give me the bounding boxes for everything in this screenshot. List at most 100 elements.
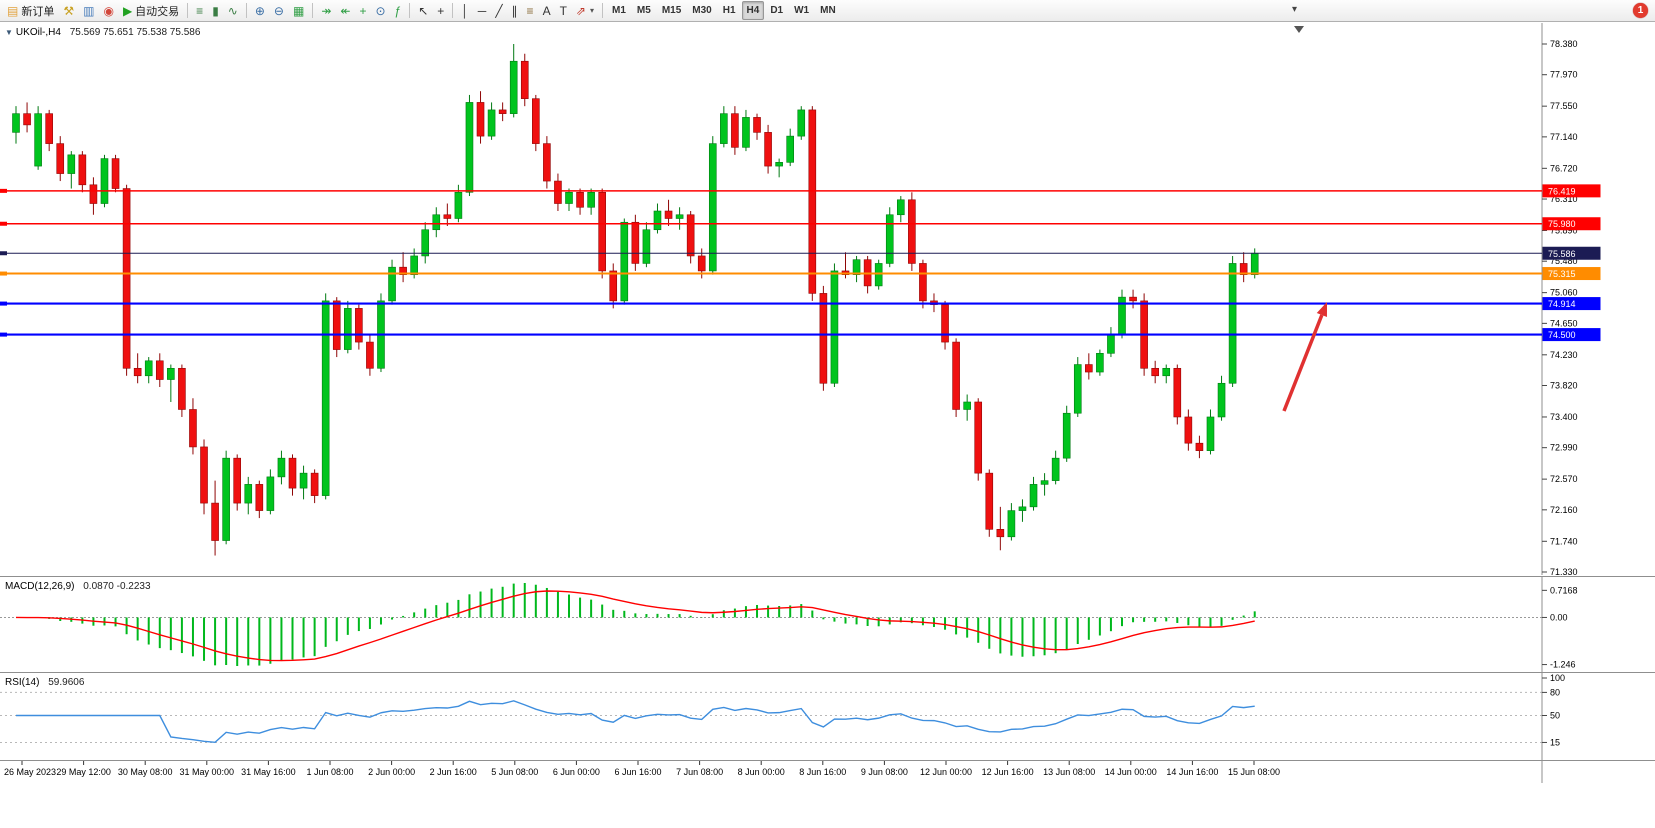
svg-text:0.7168: 0.7168 <box>1550 585 1578 595</box>
bar-chart-button[interactable]: ≡ <box>192 1 207 21</box>
new-chart-button[interactable]: + <box>355 1 370 21</box>
cursor-button[interactable]: ↖ <box>414 1 432 21</box>
macd-canvas[interactable]: 0.7168 0.00 -1.246 <box>0 577 1655 672</box>
svg-text:71.330: 71.330 <box>1550 567 1578 575</box>
svg-text:74.914: 74.914 <box>1548 299 1576 309</box>
line-chart-button[interactable]: ∿ <box>224 1 242 21</box>
new-order-button[interactable]: ▤ 新订单 <box>3 1 58 21</box>
line-chart-icon: ∿ <box>227 3 238 18</box>
svg-text:2 Jun 00:00: 2 Jun 00:00 <box>368 767 415 777</box>
macd-indicator-panel[interactable]: 0.7168 0.00 -1.246 MACD(12,26,9) 0.0870 -0… <box>0 576 1655 672</box>
svg-text:6 Jun 00:00: 6 Jun 00:00 <box>553 767 600 777</box>
macd-axis: 0.7168 0.00 -1.246 <box>1541 577 1578 672</box>
svg-text:73.820: 73.820 <box>1550 381 1578 391</box>
time-axis-canvas[interactable]: 26 May 2023 29 May 12:00 30 May 08:00 31 Ma… <box>0 761 1655 783</box>
macd-name: MACD(12,26,9) <box>5 581 75 592</box>
svg-text:1 Jun 08:00: 1 Jun 08:00 <box>306 767 353 777</box>
text-button[interactable]: A <box>539 1 555 21</box>
autotrading-button-label: 自动交易 <box>135 5 180 18</box>
price-axis: 78.380 77.970 77.550 77.140 76.720 76.310 75.8… <box>1541 23 1578 575</box>
svg-text:12 Jun 00:00: 12 Jun 00:00 <box>920 767 972 777</box>
svg-text:73.400: 73.400 <box>1550 412 1578 422</box>
one-click-trading-expander[interactable]: ▼ <box>5 28 13 37</box>
fibonacci-button[interactable]: ≡ <box>523 1 538 21</box>
svg-text:77.140: 77.140 <box>1550 132 1578 142</box>
svg-text:72.570: 72.570 <box>1550 474 1578 484</box>
arrows-button[interactable]: ⇗ ▾ <box>572 1 598 21</box>
market-watch-button[interactable]: ▥ <box>79 1 98 21</box>
auto-scroll-button[interactable]: ↠ <box>317 1 335 21</box>
price-chart-canvas[interactable]: 78.380 77.970 77.550 77.140 76.720 76.310 75.8… <box>0 23 1655 575</box>
candlestick-chart-button[interactable]: ▮ <box>208 1 223 21</box>
svg-text:71.740: 71.740 <box>1550 536 1578 546</box>
timeframe-d1-button[interactable]: D1 <box>770 5 784 16</box>
bar-chart-icon: ≡ <box>196 3 204 18</box>
svg-text:14 Jun 16:00: 14 Jun 16:00 <box>1166 767 1218 777</box>
price-chart-panel[interactable]: 78.380 77.970 77.550 77.140 76.720 76.310 75.8… <box>0 23 1655 575</box>
svg-text:13 Jun 08:00: 13 Jun 08:00 <box>1043 767 1095 777</box>
horizontal-line-button[interactable]: ─ <box>474 1 491 21</box>
time-axis[interactable]: 26 May 2023 29 May 12:00 30 May 08:00 31 Ma… <box>0 760 1655 783</box>
timeframe-m5-button[interactable]: M5 <box>636 5 651 16</box>
chart-shift-icon: ↞ <box>340 3 351 18</box>
period-icon: ⊙ <box>375 3 386 18</box>
macd-histogram <box>26 583 1256 666</box>
indicators-button[interactable]: ƒ <box>391 1 406 21</box>
timeframe-h4-button[interactable]: H4 <box>741 1 765 20</box>
community-icon: ◉ <box>103 3 114 18</box>
tile-windows-button[interactable]: ▦ <box>289 1 308 21</box>
community-button[interactable]: ◉ <box>99 1 117 21</box>
autotrading-button[interactable]: ▶ 自动交易 <box>119 1 183 21</box>
svg-text:2 Jun 16:00: 2 Jun 16:00 <box>430 767 477 777</box>
zoom-in-button[interactable]: ⊕ <box>251 1 269 21</box>
time-labels: 26 May 2023 29 May 12:00 30 May 08:00 31 Ma… <box>4 761 1280 777</box>
svg-text:74.500: 74.500 <box>1548 330 1576 340</box>
svg-text:75.060: 75.060 <box>1550 288 1578 298</box>
macd-values: 0.0870 -0.2233 <box>83 581 151 592</box>
svg-text:76.720: 76.720 <box>1550 163 1578 173</box>
svg-text:75.890: 75.890 <box>1550 225 1578 235</box>
svg-text:14 Jun 00:00: 14 Jun 00:00 <box>1105 767 1157 777</box>
cursor-icon: ↖ <box>418 3 429 18</box>
timeframe-h1-button[interactable]: H1 <box>722 5 736 16</box>
zoom-in-icon: ⊕ <box>254 3 265 18</box>
timeframe-w1-button[interactable]: W1 <box>794 5 810 16</box>
toolbar-overflow-chevron-icon[interactable]: ▾ <box>1292 4 1298 15</box>
auto-scroll-icon: ↠ <box>321 3 332 18</box>
svg-text:75.586: 75.586 <box>1548 249 1576 259</box>
trendline-button[interactable]: ╱ <box>491 1 506 21</box>
rsi-indicator-panel[interactable]: 100 80 50 15 RSI(14) 59.9606 <box>0 672 1655 760</box>
rsi-canvas[interactable]: 100 80 50 15 <box>0 673 1655 760</box>
notification-badge[interactable]: 1 <box>1633 3 1648 18</box>
macd-label: MACD(12,26,9) 0.0870 -0.2233 <box>5 581 151 592</box>
svg-text:74.650: 74.650 <box>1550 318 1578 328</box>
timeframe-m1-button[interactable]: M1 <box>612 5 626 16</box>
svg-text:78.380: 78.380 <box>1550 39 1578 49</box>
svg-text:30 May 08:00: 30 May 08:00 <box>118 767 173 777</box>
svg-text:8 Jun 16:00: 8 Jun 16:00 <box>799 767 846 777</box>
timeframe-mn-button[interactable]: MN <box>820 5 836 16</box>
svg-text:50: 50 <box>1550 711 1560 721</box>
zoom-out-icon: ⊖ <box>273 3 284 18</box>
svg-text:15 Jun 08:00: 15 Jun 08:00 <box>1228 767 1280 777</box>
period-button[interactable]: ⊙ <box>371 1 389 21</box>
metaeditor-button[interactable]: ⚒ <box>59 1 78 21</box>
crosshair-icon: + <box>437 3 445 18</box>
label-icon: T <box>559 3 567 18</box>
chart-shift-button[interactable]: ↞ <box>336 1 354 21</box>
zoom-out-button[interactable]: ⊖ <box>270 1 288 21</box>
svg-text:6 Jun 16:00: 6 Jun 16:00 <box>614 767 661 777</box>
channel-icon: ∥ <box>511 3 518 18</box>
timeframe-m15-button[interactable]: M15 <box>661 5 682 16</box>
timeframe-m30-button[interactable]: M30 <box>692 5 712 16</box>
crosshair-button[interactable]: + <box>433 1 448 21</box>
trend-arrow-annotation <box>1282 302 1327 412</box>
new-chart-icon: + <box>359 3 367 18</box>
label-button[interactable]: T <box>556 1 571 21</box>
svg-text:72.160: 72.160 <box>1550 505 1578 515</box>
channel-button[interactable]: ∥ <box>508 1 522 21</box>
svg-text:72.990: 72.990 <box>1550 443 1578 453</box>
vertical-line-button[interactable]: │ <box>457 1 473 21</box>
macd-signal-line <box>15 590 1255 662</box>
